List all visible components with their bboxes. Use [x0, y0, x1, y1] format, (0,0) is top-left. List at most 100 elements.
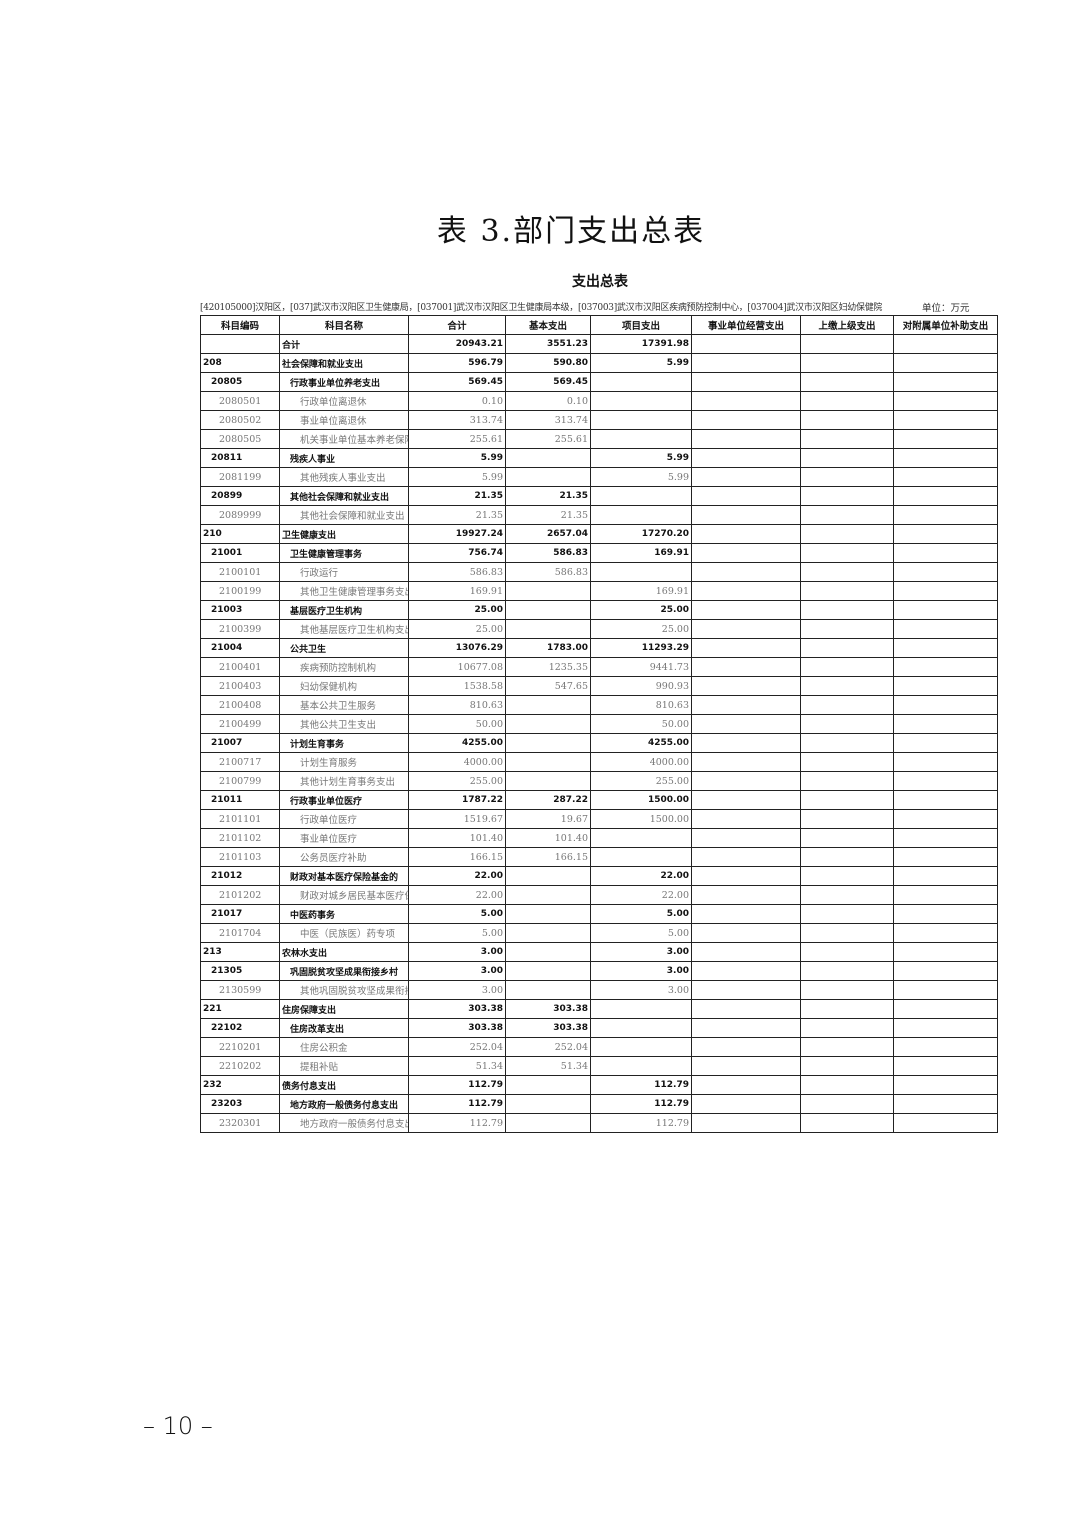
cell-total: 1519.67	[408, 809, 506, 829]
cell-empty	[893, 942, 998, 962]
cell-project	[590, 372, 692, 392]
cell-name: 巩固脱贫攻坚成果衔接乡村	[279, 961, 409, 981]
cell-code: 213	[200, 942, 280, 962]
page-number: – 10 –	[143, 1412, 213, 1440]
cell-name: 行政事业单位医疗	[279, 790, 409, 810]
cell-empty	[691, 429, 801, 449]
cell-basic	[505, 1094, 591, 1114]
cell-empty	[893, 467, 998, 487]
cell-basic: 586.83	[505, 562, 591, 582]
cell-project: 990.93	[590, 676, 692, 696]
cell-code: 2080501	[200, 391, 280, 411]
cell-basic: 1783.00	[505, 638, 591, 658]
cell-empty	[893, 486, 998, 506]
cell-code: 20899	[200, 486, 280, 506]
cell-basic	[505, 619, 591, 639]
cell-code: 2100199	[200, 581, 280, 601]
cell-total: 22.00	[408, 885, 506, 905]
cell-empty	[691, 771, 801, 791]
cell-total: 19927.24	[408, 524, 506, 544]
table-row: 合计 20943.21 3551.23 17391.98	[200, 334, 998, 354]
cell-empty	[893, 733, 998, 753]
cell-basic	[505, 771, 591, 791]
table-row: 20805 行政事业单位养老支出 569.45 569.45	[200, 372, 998, 392]
table-row: 2210201 住房公积金 252.04 252.04	[200, 1037, 998, 1057]
cell-total: 3.00	[408, 980, 506, 1000]
cell-code: 2100717	[200, 752, 280, 772]
cell-name: 公务员医疗补助	[279, 847, 409, 867]
cell-total: 21.35	[408, 505, 506, 525]
cell-code: 210	[200, 524, 280, 544]
cell-empty	[893, 923, 998, 943]
cell-project: 112.79	[590, 1113, 692, 1133]
cell-basic	[505, 904, 591, 924]
cell-basic: 287.22	[505, 790, 591, 810]
cell-project: 17391.98	[590, 334, 692, 354]
table-row: 232 债务付息支出 112.79 112.79	[200, 1075, 998, 1095]
cell-project	[590, 429, 692, 449]
cell-name: 地方政府一般债务付息支出	[279, 1094, 409, 1114]
cell-empty	[691, 1037, 801, 1057]
cell-total: 4255.00	[408, 733, 506, 753]
cell-basic: 166.15	[505, 847, 591, 867]
col-header-total: 合计	[408, 315, 506, 335]
cell-total: 3.00	[408, 942, 506, 962]
table-row: 221 住房保障支出 303.38 303.38	[200, 999, 998, 1019]
cell-project	[590, 1018, 692, 1038]
cell-empty	[800, 885, 894, 905]
cell-empty	[691, 353, 801, 373]
cell-name: 地方政府一般债务付息支出	[279, 1113, 409, 1133]
cell-total: 22.00	[408, 866, 506, 886]
cell-code: 221	[200, 999, 280, 1019]
cell-empty	[691, 486, 801, 506]
cell-name: 事业单位医疗	[279, 828, 409, 848]
cell-empty	[800, 353, 894, 373]
table-row: 2100403 妇幼保健机构 1538.58 547.65 990.93	[200, 676, 998, 696]
cell-name: 疾病预防控制机构	[279, 657, 409, 677]
cell-project	[590, 847, 692, 867]
cell-empty	[800, 980, 894, 1000]
unit-scope-info: [420105000]汉阳区，[037]武汉市汉阳区卫生健康局，[037001]…	[200, 303, 883, 313]
cell-code: 2100399	[200, 619, 280, 639]
table-row: 2320301 地方政府一般债务付息支出 112.79 112.79	[200, 1113, 998, 1133]
cell-empty	[800, 1113, 894, 1133]
cell-empty	[691, 961, 801, 981]
cell-total: 21.35	[408, 486, 506, 506]
cell-project: 5.99	[590, 353, 692, 373]
cell-name: 卫生健康支出	[279, 524, 409, 544]
cell-empty	[893, 790, 998, 810]
cell-basic: 255.61	[505, 429, 591, 449]
cell-basic: 303.38	[505, 1018, 591, 1038]
cell-name: 机关事业单位基本养老保险	[279, 429, 409, 449]
cell-code	[200, 334, 280, 354]
cell-empty	[800, 942, 894, 962]
table-row: 213 农林水支出 3.00 3.00	[200, 942, 998, 962]
cell-basic	[505, 923, 591, 943]
cell-project: 9441.73	[590, 657, 692, 677]
col-header-code: 科目编码	[200, 315, 280, 335]
cell-basic	[505, 600, 591, 620]
cell-project: 810.63	[590, 695, 692, 715]
cell-total: 4000.00	[408, 752, 506, 772]
cell-empty	[691, 391, 801, 411]
cell-empty	[800, 524, 894, 544]
cell-project: 25.00	[590, 619, 692, 639]
cell-empty	[800, 866, 894, 886]
cell-total: 303.38	[408, 999, 506, 1019]
cell-empty	[800, 448, 894, 468]
cell-project: 1500.00	[590, 790, 692, 810]
cell-empty	[893, 771, 998, 791]
table-row: 2100399 其他基层医疗卫生机构支出 25.00 25.00	[200, 619, 998, 639]
cell-project: 11293.29	[590, 638, 692, 658]
cell-project: 3.00	[590, 942, 692, 962]
cell-name: 中医药事务	[279, 904, 409, 924]
cell-empty	[691, 1094, 801, 1114]
cell-total: 25.00	[408, 600, 506, 620]
cell-total: 255.00	[408, 771, 506, 791]
cell-basic	[505, 752, 591, 772]
cell-project: 17270.20	[590, 524, 692, 544]
cell-total: 112.79	[408, 1075, 506, 1095]
cell-empty	[800, 600, 894, 620]
cell-name: 其他社会保障和就业支出	[279, 486, 409, 506]
cell-empty	[893, 676, 998, 696]
